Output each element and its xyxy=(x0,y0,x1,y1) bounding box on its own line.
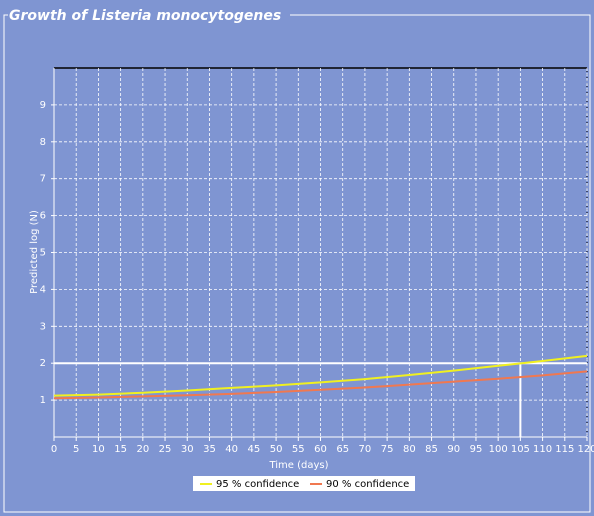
y-tick-label: 6 xyxy=(40,211,46,222)
y-tick-label: 5 xyxy=(40,248,46,259)
x-tick-label: 45 xyxy=(248,444,261,455)
title-gap xyxy=(8,6,290,24)
x-tick-label: 40 xyxy=(225,444,238,455)
x-tick-label: 120 xyxy=(577,444,594,455)
x-tick-label: 25 xyxy=(159,444,172,455)
x-tick-label: 55 xyxy=(292,444,305,455)
y-tick-label: 1 xyxy=(40,395,46,406)
x-tick-label: 0 xyxy=(51,444,57,455)
x-tick-label: 110 xyxy=(533,444,552,455)
y-axis-label: Predicted log (N) xyxy=(29,210,40,294)
y-tick-label: 2 xyxy=(40,358,46,369)
x-tick-label: 65 xyxy=(336,444,349,455)
y-tick-label: 7 xyxy=(40,174,46,185)
legend xyxy=(193,476,415,491)
y-tick-label: 4 xyxy=(40,284,46,295)
x-tick-label: 50 xyxy=(270,444,283,455)
x-tick-label: 80 xyxy=(403,444,416,455)
x-tick-label: 90 xyxy=(447,444,460,455)
x-tick-label: 5 xyxy=(73,444,79,455)
x-tick-label: 35 xyxy=(203,444,216,455)
x-tick-label: 85 xyxy=(425,444,438,455)
chart-title: Growth of Listeria monocytogenes xyxy=(9,8,281,24)
x-tick-label: 115 xyxy=(555,444,574,455)
x-tick-label: 15 xyxy=(114,444,127,455)
x-axis-label: Time (days) xyxy=(268,460,328,471)
legend-label: 90 % confidence xyxy=(326,479,409,490)
x-tick-label: 20 xyxy=(136,444,149,455)
series-line xyxy=(53,354,588,397)
x-tick-label: 30 xyxy=(181,444,194,455)
x-tick-label: 70 xyxy=(359,444,372,455)
x-tick-label: 100 xyxy=(489,444,508,455)
y-tick-label: 3 xyxy=(40,321,46,332)
x-tick-label: 95 xyxy=(470,444,483,455)
y-tick-label: 8 xyxy=(40,137,46,148)
legend-label: 95 % confidence xyxy=(216,479,299,490)
x-tick-label: 75 xyxy=(381,444,394,455)
x-tick-label: 60 xyxy=(314,444,327,455)
x-tick-label: 105 xyxy=(511,444,530,455)
series-line xyxy=(53,370,588,400)
y-tick-label: 9 xyxy=(40,100,46,111)
group-box xyxy=(3,14,591,513)
x-tick-label: 10 xyxy=(92,444,105,455)
